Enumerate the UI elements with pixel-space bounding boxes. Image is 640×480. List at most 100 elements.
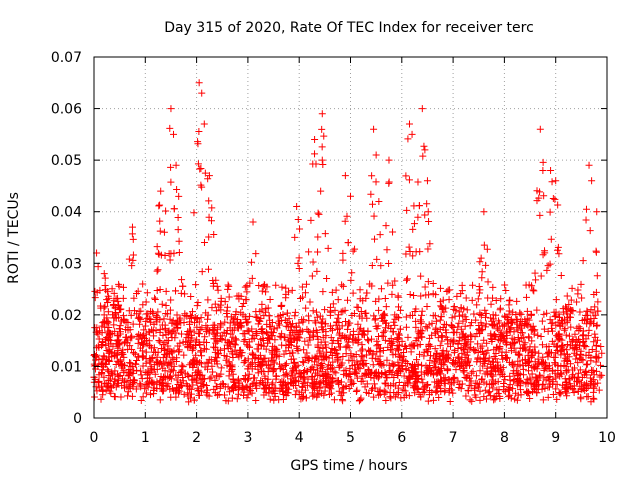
data-point	[330, 345, 338, 353]
data-point	[417, 272, 425, 280]
data-point	[540, 192, 548, 200]
data-point	[454, 353, 462, 361]
data-point	[516, 379, 524, 387]
data-point	[371, 235, 379, 243]
data-point	[245, 312, 253, 320]
data-point	[437, 365, 445, 373]
data-point	[196, 326, 204, 334]
data-point	[252, 313, 260, 321]
data-point	[134, 314, 142, 322]
data-point	[565, 313, 573, 321]
data-point	[415, 202, 423, 210]
data-point	[325, 390, 333, 398]
data-point	[358, 359, 366, 367]
data-point	[304, 312, 312, 320]
data-point	[292, 378, 300, 386]
data-point	[262, 385, 270, 393]
data-point	[482, 320, 490, 328]
data-point	[372, 178, 380, 186]
data-point	[111, 327, 119, 335]
data-point	[556, 372, 564, 380]
data-point	[564, 314, 572, 322]
data-point	[331, 306, 339, 314]
data-point	[537, 333, 545, 341]
data-point	[527, 323, 535, 331]
data-point	[373, 337, 381, 345]
data-point	[404, 380, 412, 388]
data-point	[518, 317, 526, 325]
data-point	[424, 369, 432, 377]
data-point	[329, 300, 337, 308]
data-point	[385, 259, 393, 267]
data-point	[346, 331, 354, 339]
data-point	[272, 375, 280, 383]
data-point	[282, 342, 290, 350]
data-point	[175, 389, 183, 397]
data-point	[203, 358, 211, 366]
data-point	[522, 319, 530, 327]
data-point	[110, 321, 118, 329]
data-point	[480, 350, 488, 358]
data-point	[551, 313, 559, 321]
data-point	[531, 326, 539, 334]
data-point	[531, 385, 539, 393]
data-point	[498, 332, 506, 340]
data-point	[510, 367, 518, 375]
data-point	[554, 336, 562, 344]
data-point	[432, 317, 440, 325]
data-point	[118, 361, 126, 369]
data-point	[390, 318, 398, 326]
data-point	[179, 363, 187, 371]
data-point	[396, 353, 404, 361]
data-point	[539, 251, 547, 259]
data-point	[175, 249, 183, 257]
data-point	[213, 354, 221, 362]
data-point	[220, 328, 228, 336]
data-point	[442, 333, 450, 341]
data-point	[497, 295, 505, 303]
data-point	[521, 356, 529, 364]
data-point	[512, 389, 520, 397]
data-point	[196, 372, 204, 380]
data-point	[153, 313, 161, 321]
data-point	[317, 362, 325, 370]
data-point	[280, 334, 288, 342]
data-point	[283, 309, 291, 317]
data-point	[535, 371, 543, 379]
data-point	[155, 336, 163, 344]
data-point	[323, 275, 331, 283]
data-point	[370, 212, 378, 220]
data-point	[216, 346, 224, 354]
data-point	[106, 387, 114, 395]
x-tick-label: 5	[346, 430, 355, 446]
data-point	[294, 259, 302, 267]
data-point	[144, 370, 152, 378]
data-point	[271, 389, 279, 397]
data-point	[490, 315, 498, 323]
data-point	[466, 322, 474, 330]
data-point	[165, 373, 173, 381]
data-point	[151, 370, 159, 378]
data-point	[486, 388, 494, 396]
data-point	[506, 381, 514, 389]
data-point	[572, 355, 580, 363]
data-point	[495, 317, 503, 325]
data-point	[225, 282, 233, 290]
data-point	[349, 327, 357, 335]
data-point	[288, 349, 296, 357]
data-point	[339, 249, 347, 257]
data-point	[404, 135, 412, 143]
data-point	[487, 314, 495, 322]
data-point	[104, 318, 112, 326]
data-point	[351, 369, 359, 377]
data-point	[516, 370, 524, 378]
data-point	[178, 276, 186, 284]
data-point	[550, 353, 558, 361]
data-point	[584, 315, 592, 323]
data-point	[434, 334, 442, 342]
data-point	[225, 293, 233, 301]
data-point	[188, 346, 196, 354]
data-point	[394, 384, 402, 392]
data-point	[241, 376, 249, 384]
